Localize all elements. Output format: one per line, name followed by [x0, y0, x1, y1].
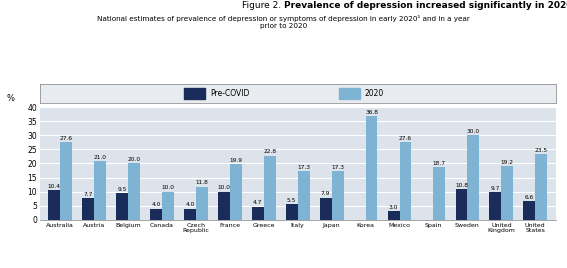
Text: 17.3: 17.3 — [331, 165, 344, 170]
Text: 19.9: 19.9 — [229, 158, 242, 163]
Bar — [218, 192, 230, 220]
Bar — [455, 189, 467, 220]
Text: 7.9: 7.9 — [321, 191, 331, 196]
Bar — [82, 198, 94, 220]
Text: 36.8: 36.8 — [365, 110, 378, 115]
Bar — [286, 204, 298, 220]
Bar — [150, 209, 162, 220]
Text: 4.0: 4.0 — [151, 202, 160, 207]
Bar — [366, 116, 378, 220]
Bar — [501, 166, 513, 220]
Text: 2020: 2020 — [365, 89, 384, 98]
Text: 11.8: 11.8 — [196, 180, 208, 185]
Bar — [94, 161, 106, 220]
Text: 20.0: 20.0 — [128, 157, 141, 162]
Text: 23.5: 23.5 — [535, 147, 548, 152]
Bar — [196, 187, 208, 220]
Text: 10.0: 10.0 — [217, 185, 230, 191]
Text: 27.6: 27.6 — [60, 136, 73, 141]
Bar — [48, 191, 60, 220]
Text: 27.6: 27.6 — [399, 136, 412, 141]
Bar — [128, 163, 140, 220]
Bar — [184, 209, 196, 220]
Bar — [523, 201, 535, 220]
Bar — [339, 88, 359, 99]
Text: 4.0: 4.0 — [185, 202, 194, 207]
Text: %: % — [6, 94, 14, 103]
Bar — [433, 167, 445, 220]
Bar — [264, 156, 276, 220]
Bar — [162, 192, 174, 220]
Bar — [320, 198, 332, 220]
Bar — [535, 154, 547, 220]
Text: 22.8: 22.8 — [263, 150, 276, 154]
Bar — [332, 171, 344, 220]
Text: 10.4: 10.4 — [48, 184, 61, 189]
Text: 9.7: 9.7 — [490, 186, 500, 191]
Text: 18.7: 18.7 — [433, 161, 446, 166]
Text: 30.0: 30.0 — [467, 129, 480, 134]
Text: 10.0: 10.0 — [162, 185, 174, 191]
Bar — [298, 171, 310, 220]
Bar — [60, 142, 72, 220]
Text: 7.7: 7.7 — [83, 192, 93, 197]
Bar — [116, 193, 128, 220]
Text: 17.3: 17.3 — [297, 165, 310, 170]
Text: 21.0: 21.0 — [94, 155, 107, 159]
Text: Prevalence of depression increased significantly in 2020: Prevalence of depression increased signi… — [284, 1, 567, 10]
Bar — [489, 192, 501, 220]
Text: National estimates of prevalence of depression or symptoms of depression in earl: National estimates of prevalence of depr… — [97, 15, 470, 29]
Text: 19.2: 19.2 — [501, 160, 514, 165]
Text: 10.8: 10.8 — [455, 183, 468, 188]
Text: 5.5: 5.5 — [287, 198, 297, 203]
Text: Figure 2.: Figure 2. — [242, 1, 284, 10]
Text: 4.7: 4.7 — [253, 200, 263, 205]
Bar — [400, 142, 412, 220]
Text: Pre-COVID: Pre-COVID — [210, 89, 249, 98]
Text: 9.5: 9.5 — [117, 187, 126, 192]
Text: 6.6: 6.6 — [525, 195, 534, 200]
Bar — [252, 207, 264, 220]
Bar — [230, 164, 242, 220]
Bar — [184, 88, 205, 99]
Text: 3.0: 3.0 — [389, 205, 398, 210]
Bar — [467, 135, 479, 220]
Bar — [388, 211, 400, 220]
